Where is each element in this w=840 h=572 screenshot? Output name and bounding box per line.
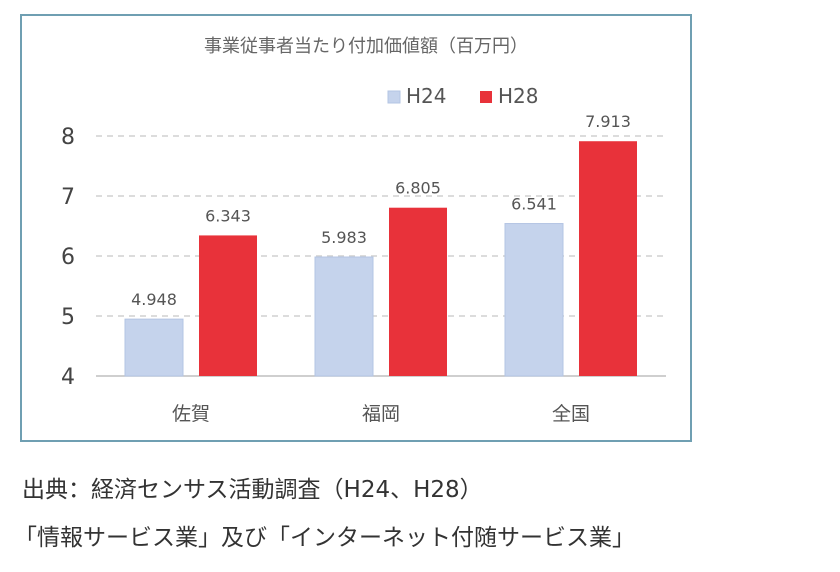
y-tick-label: 5 bbox=[61, 305, 75, 330]
data-label: 5.983 bbox=[321, 228, 367, 247]
bar-h28-0 bbox=[199, 235, 257, 376]
bar-h28-2 bbox=[579, 141, 637, 376]
source-caption: 出典：経済センサス活動調査（H24、H28） bbox=[22, 477, 483, 503]
legend-swatch-h24 bbox=[387, 90, 401, 104]
data-label: 6.541 bbox=[511, 195, 557, 214]
chart-frame: 事業従事者当たり付加価値額（百万円） H24 H28 4 5 6 7 8 4.948 6.3… bbox=[20, 14, 692, 442]
bar-h24-0 bbox=[124, 318, 184, 377]
bar-chart: 事業従事者当たり付加価値額（百万円） H24 H28 4 5 6 7 8 4.948 6.3… bbox=[61, 36, 666, 425]
bar-h28-1 bbox=[389, 207, 447, 376]
y-tick-label: 6 bbox=[61, 245, 75, 270]
data-label: 7.913 bbox=[585, 112, 631, 131]
legend-swatch-h28 bbox=[480, 91, 492, 103]
industry-caption: 「情報サービス業」及び「インターネット付随サービス業」 bbox=[14, 525, 635, 551]
y-tick-label: 8 bbox=[61, 125, 75, 150]
legend-label: H28 bbox=[498, 84, 539, 108]
data-labels: 4.948 6.343 5.983 6.805 6.541 7.913 bbox=[131, 112, 631, 309]
legend: H24 H28 bbox=[387, 84, 539, 108]
data-label: 6.343 bbox=[205, 206, 251, 225]
y-tick-label: 7 bbox=[61, 185, 75, 210]
chart-title: 事業従事者当たり付加価値額（百万円） bbox=[204, 36, 528, 57]
legend-label: H24 bbox=[406, 84, 447, 108]
x-tick-label: 佐賀 bbox=[172, 403, 210, 425]
x-tick-label: 全国 bbox=[552, 403, 590, 425]
y-axis-ticks: 4 5 6 7 8 bbox=[61, 125, 75, 390]
bar-h24-2 bbox=[504, 223, 564, 377]
x-tick-label: 福岡 bbox=[362, 403, 400, 425]
y-tick-label: 4 bbox=[61, 365, 75, 390]
data-label: 4.948 bbox=[131, 290, 177, 309]
bars bbox=[124, 141, 637, 377]
bar-h24-1 bbox=[314, 256, 374, 377]
data-label: 6.805 bbox=[395, 179, 441, 198]
gridlines bbox=[96, 135, 666, 377]
x-axis-ticks: 佐賀 福岡 全国 bbox=[172, 403, 590, 425]
